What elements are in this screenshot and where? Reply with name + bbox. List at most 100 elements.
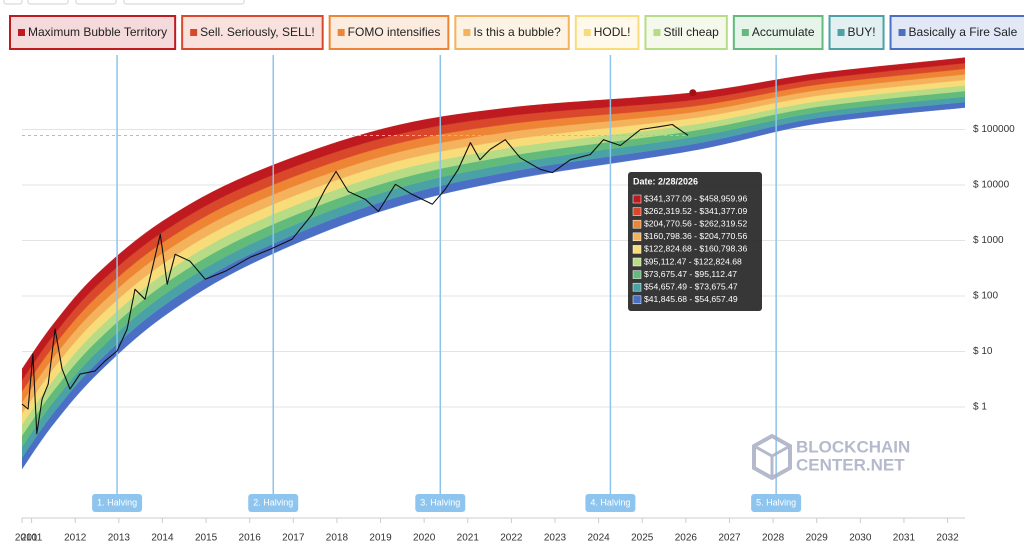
x-tick-label: 2014 [151,533,174,544]
top-fragments [3,0,245,5]
y-tick-label: $ 10000 [973,180,1010,191]
band-edge [21,62,966,381]
band-edge [21,68,966,392]
x-tick-label: 2019 [369,533,392,544]
x-tick-label: 2024 [587,533,610,544]
halving-label: 3. Halving [420,497,460,507]
x-tick-label: 2011 [21,533,43,544]
halving-label-box [92,494,143,512]
legend-item[interactable]: FOMO intensifies [328,15,450,50]
band-edge [21,57,966,370]
legend-box [9,15,177,50]
tooltip-marker [689,89,697,97]
watermark-cube [753,444,791,478]
band [22,85,965,436]
band-edge [21,101,966,458]
tooltip-row: $95,112.47 - $122,824.68 [644,256,742,266]
x-tick-label: 2025 [631,533,654,544]
fragment [3,0,23,5]
tooltip-row: $160,798.36 - $204,770.56 [644,231,747,241]
legend-box [828,15,885,50]
x-tick-label: 2028 [762,533,785,544]
tooltip-row: $262,319.52 - $341,377.09 [644,206,747,216]
y-tick-label: $ 100000 [973,124,1015,135]
band-edge [21,79,966,414]
tooltip-swatch [632,207,642,216]
band-edge [21,96,966,447]
tooltip: Date: 2/28/2026 $341,377.09 - $458,959.96… [628,172,762,311]
legend-swatch [190,29,198,36]
tooltip-swatch [632,245,642,254]
watermark-text: BLOCKCHAIN [796,437,910,456]
legend-box [328,15,450,50]
legend-text: Still cheap [663,25,719,39]
y-tick-label: $ 100 [973,291,998,302]
legend-text: FOMO intensifies [348,25,441,39]
legend-item[interactable]: Maximum Bubble Territory [9,15,177,50]
tooltip-box [628,172,762,311]
tooltip-date: Date: 2/28/2026 [633,176,698,186]
legend-box [181,15,324,50]
y-tick-label: $ 1000 [973,235,1004,246]
halving-label: 4. Halving [590,497,630,507]
legend-swatch [18,29,25,36]
halving-label-box [248,494,299,512]
tooltip-swatch [632,219,642,229]
tooltip-row: $73,675.47 - $95,112.47 [644,269,737,279]
x-tick-label: 2020 [413,533,436,544]
legend-text: Basically a Fire Sale [909,25,1018,39]
band-edge [21,74,966,403]
tooltip-row: $122,824.68 - $160,798.36 [644,244,747,254]
legend-swatch [653,29,661,36]
halving-label: 5. Halving [756,497,796,507]
legend-swatch [741,29,749,36]
x-tick-label: 2018 [326,533,349,544]
legend-box [889,15,1024,50]
y-tick-label: $ 1 [973,402,987,413]
x-tick-label: 2012 [64,533,87,544]
x-tick-label: 2032 [936,533,959,544]
band [22,79,965,425]
legend-text: Maximum Bubble Territory [28,25,167,39]
legend-swatch [583,29,591,36]
halving-label-box [415,494,466,512]
legend-text: Accumulate [752,25,815,39]
legend-item[interactable]: HODL! [574,15,640,50]
x-tick-label: 2022 [500,533,523,544]
legend-item[interactable]: Sell. Seriously, SELL! [181,15,324,50]
legend-text: BUY! [848,25,876,39]
fragment [75,0,117,5]
legend-text: HODL! [594,25,631,39]
legend-text: Is this a bubble? [473,25,561,39]
tooltip-swatch [632,270,642,279]
x-tick-label: 2017 [282,533,305,544]
price-line [21,123,689,435]
band-edge [21,107,966,470]
legend-item[interactable]: Basically a Fire Sale [889,15,1024,50]
x-tick-label: 2016 [239,533,262,544]
legend-swatch [463,29,471,36]
legend-item[interactable]: BUY! [828,15,885,50]
x-tick-label: 2030 [849,533,872,544]
x-tick-label: 2021 [457,533,480,544]
fragment [123,0,245,5]
legend-swatch [837,29,845,36]
halving-label-box [585,494,636,512]
x-tick-label: 2010 [15,533,38,544]
tooltip-row: $204,770.56 - $262,319.52 [644,218,747,228]
fragment [27,0,69,5]
legend-item[interactable]: Is this a bubble? [454,15,570,50]
legend-text: Sell. Seriously, SELL! [200,25,315,39]
halving-label: 1. Halving [97,497,137,507]
tooltip-swatch [632,282,642,292]
legend-swatch [337,29,345,36]
band [22,90,965,447]
x-tick-label: 2031 [893,533,916,544]
legend-swatch [898,29,906,36]
legend-item[interactable]: Accumulate [732,15,824,50]
legend-item[interactable]: Still cheap [644,15,728,50]
band [22,102,965,469]
y-tick-label: $ 10 [973,346,993,357]
